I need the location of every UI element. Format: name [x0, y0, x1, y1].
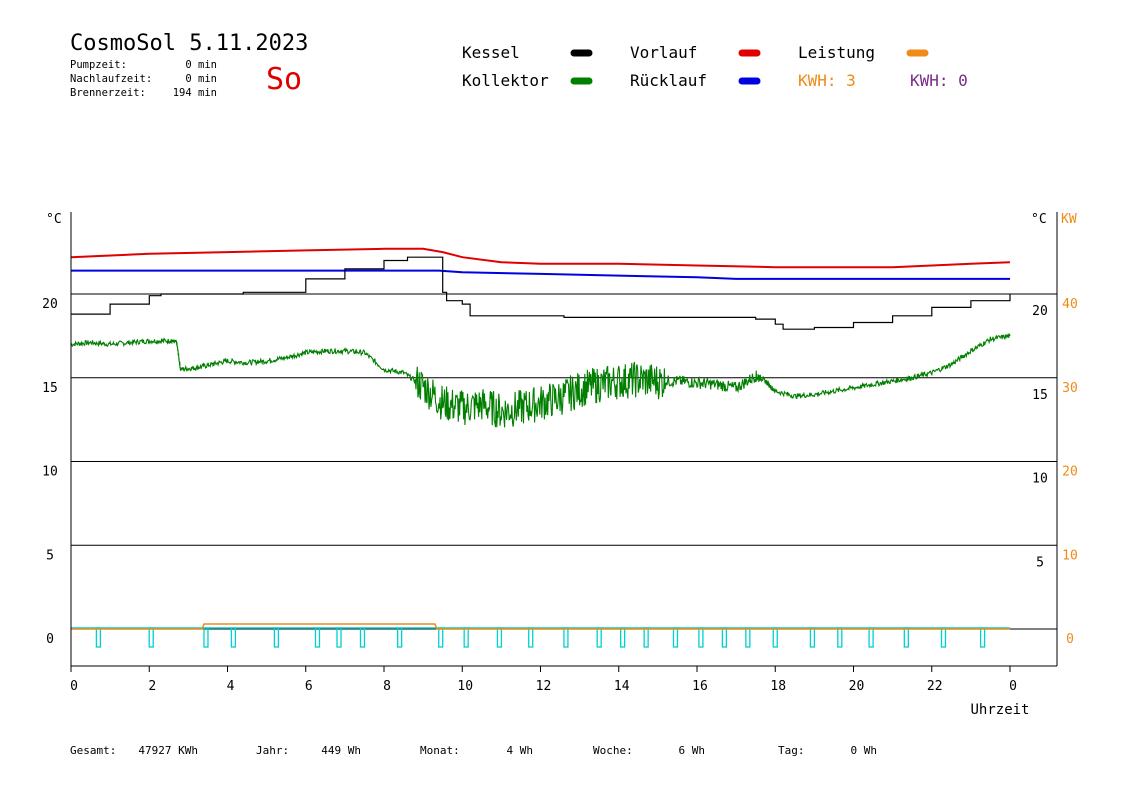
pump-pulse [979, 627, 986, 648]
x-tick-label: 4 [227, 679, 235, 694]
stats-block: Pumpzeit: 0 min Nachlaufzeit: 0 min Brennerz… [70, 59, 217, 99]
pump-pulse [809, 627, 816, 648]
x-tick-label: 8 [383, 679, 391, 694]
footer-label: Gesamt: [70, 744, 116, 757]
kwh-block: KWH: 3 KWH: 0 [798, 71, 968, 90]
grid-lines [71, 293, 1057, 630]
pump-pulse [359, 627, 366, 648]
footer-value: 449 Wh [321, 744, 361, 757]
legend-label: Rücklauf [630, 71, 707, 90]
y-tick-label-kw: 20 [1062, 465, 1078, 480]
legend-label: Vorlauf [630, 43, 697, 62]
y-tick-label-kw: 40 [1062, 297, 1078, 312]
y-tick-label-left: 20 [42, 297, 58, 312]
tick-labels: 0 2 4 6 8 10 12 14 16 18 20 22 0 0 5 10 15 20 5 10 15 20 0 10 20… [42, 297, 1078, 694]
series-line-kessel [71, 256, 1011, 330]
weekday-label: So [266, 62, 302, 97]
x-tick-label: 18 [770, 679, 786, 694]
y-tick-label-kw: 30 [1062, 381, 1078, 396]
kwh-label: KWH: 0 [910, 71, 968, 90]
y-tick-label-kw: 0 [1066, 632, 1074, 647]
pump-pulse [868, 627, 874, 648]
pump-pulses [71, 627, 1057, 648]
stat-label: Nachlaufzeit: [70, 73, 152, 85]
right-unit-label: °C [1031, 212, 1047, 227]
series-lines [70, 247, 1011, 630]
series-line-ruecklauf [71, 269, 1010, 280]
y-tick-label-left: 15 [42, 381, 58, 396]
pump-pulse [940, 627, 947, 648]
x-tick-label: 10 [457, 679, 473, 694]
pump-pulse [643, 627, 649, 648]
pump-pulse [438, 627, 444, 648]
footer-totals: Gesamt: 47927 KWh Jahr: 449 Wh Monat: 4 Wh Woc… [70, 744, 877, 757]
pump-pulse [496, 627, 503, 648]
footer-value: 4 Wh [507, 744, 534, 757]
footer-label: Monat: [420, 744, 460, 757]
footer-value: 0 Wh [851, 744, 878, 757]
footer-label: Jahr: [256, 744, 289, 757]
footer-label: Woche: [593, 744, 633, 757]
pump-pulse [698, 627, 704, 648]
y-tick-label-left: 5 [46, 548, 54, 563]
x-tick-label: 0 [1009, 679, 1017, 694]
pump-pulse [273, 627, 280, 648]
pump-pulse [314, 627, 321, 648]
pump-pulse [903, 627, 909, 648]
x-tick-label: 14 [614, 679, 630, 694]
footer-value: 47927 KWh [138, 744, 198, 757]
pump-pulse [772, 627, 778, 648]
pump-pulse [745, 627, 751, 648]
legend-label: Leistung [798, 43, 875, 62]
pump-pulse [721, 627, 728, 648]
y-tick-label-kw: 10 [1062, 548, 1078, 563]
pump-pulse [672, 627, 679, 648]
y-tick-label-left: 10 [42, 465, 58, 480]
x-axis-label: Uhrzeit [970, 702, 1029, 718]
pump-pulse [336, 627, 342, 648]
footer-value: 6 Wh [679, 744, 706, 757]
pump-pulse [528, 627, 534, 648]
legend-label: Kessel [462, 43, 520, 62]
stat-value: 194 min [173, 87, 217, 99]
y-tick-label-left: 0 [46, 632, 54, 647]
kwh-label: KWH: 3 [798, 71, 856, 90]
legend-label: Kollektor [462, 71, 549, 90]
x-tick-label: 12 [536, 679, 552, 694]
stat-value: 0 min [185, 59, 217, 71]
pump-pulse [620, 627, 626, 648]
kw-unit-label: KW [1061, 212, 1077, 227]
y-tick-label-right: 10 [1032, 472, 1048, 487]
left-unit-label: °C [46, 212, 62, 227]
x-tick-label: 16 [692, 679, 708, 694]
pump-pulse [396, 627, 403, 648]
stat-value: 0 min [185, 73, 217, 85]
series-line-vorlauf [70, 247, 1011, 269]
series-line-kollektor [70, 332, 1011, 428]
y-tick-label-right: 20 [1032, 304, 1048, 319]
footer-label: Tag: [778, 744, 805, 757]
pump-pulse [203, 627, 209, 648]
y-tick-label-right: 5 [1036, 555, 1044, 570]
chart-title: CosmoSol 5.11.2023 [70, 31, 308, 56]
pump-pulse [596, 627, 602, 648]
pump-pulse [563, 627, 569, 648]
x-tick-label: 22 [927, 679, 943, 694]
x-tick-label: 20 [849, 679, 865, 694]
pump-pulse [148, 627, 154, 648]
pump-pulse [463, 627, 469, 648]
pump-pulse [95, 627, 102, 648]
series-line-leistung [71, 623, 1010, 630]
x-tick-label: 6 [305, 679, 313, 694]
legend: Kessel Vorlauf Leistung Kollektor Rücklauf [462, 43, 929, 90]
pump-pulse [837, 627, 843, 648]
y-tick-label-right: 15 [1032, 388, 1048, 403]
pump-pulse [230, 627, 237, 648]
x-tick-label: 0 [70, 679, 78, 694]
x-tick-label: 2 [148, 679, 156, 694]
stat-label: Pumpzeit: [70, 59, 127, 71]
axes [70, 212, 1058, 672]
stat-label: Brennerzeit: [70, 87, 146, 99]
